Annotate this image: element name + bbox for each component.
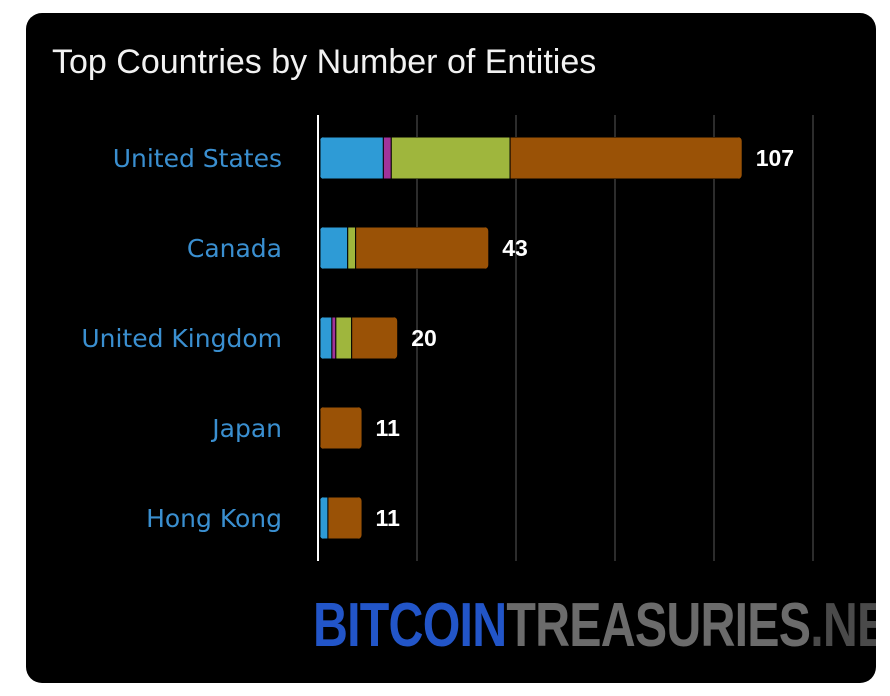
bar-group-canada bbox=[320, 227, 489, 269]
bar-group-japan bbox=[320, 407, 362, 449]
category-label: United States bbox=[113, 144, 282, 173]
logo-part-bitcoin: BITCOIN bbox=[313, 591, 507, 660]
bar-group-united-kingdom bbox=[320, 317, 398, 359]
bar-segment bbox=[347, 227, 357, 269]
category-label: Canada bbox=[187, 234, 282, 263]
value-label: 11 bbox=[376, 505, 401, 531]
bar-segment bbox=[331, 317, 337, 359]
bars bbox=[320, 137, 742, 539]
bar-segment bbox=[320, 227, 349, 269]
bar-segment bbox=[335, 317, 353, 359]
bar-segment bbox=[390, 137, 511, 179]
value-label: 107 bbox=[756, 145, 794, 171]
bar-segment bbox=[509, 137, 742, 179]
chart-card: Top Countries by Number of Entities Unit… bbox=[26, 13, 876, 683]
labels: United States 107 Canada 43 United Kingdom 20… bbox=[81, 144, 794, 533]
bar-segment bbox=[355, 227, 489, 269]
bar-segment bbox=[320, 497, 329, 539]
chart-title: Top Countries by Number of Entities bbox=[52, 43, 597, 81]
category-label: Hong Kong bbox=[146, 504, 282, 533]
logo-part-net: .NET bbox=[810, 591, 876, 660]
bitcointreasuries-logo: BITCOINTREASURIES.NET bbox=[313, 591, 876, 661]
gridlines bbox=[416, 115, 814, 561]
bar-segment bbox=[320, 137, 384, 179]
bar-group-united-states bbox=[320, 137, 742, 179]
value-label: 11 bbox=[376, 415, 401, 441]
bar-segment bbox=[320, 317, 333, 359]
bar-segment bbox=[320, 407, 362, 449]
bar-segment bbox=[382, 137, 392, 179]
bar-segment bbox=[351, 317, 398, 359]
bar-group-hong-kong bbox=[320, 497, 362, 539]
bar-chart: United States 107 Canada 43 United Kingdom 20… bbox=[81, 115, 814, 561]
category-label: Japan bbox=[210, 414, 282, 443]
category-label: United Kingdom bbox=[81, 324, 282, 353]
bar-segment bbox=[327, 497, 362, 539]
logo-part-treasuries: TREASURIES bbox=[506, 591, 811, 660]
value-label: 43 bbox=[502, 235, 528, 261]
value-label: 20 bbox=[411, 325, 437, 351]
